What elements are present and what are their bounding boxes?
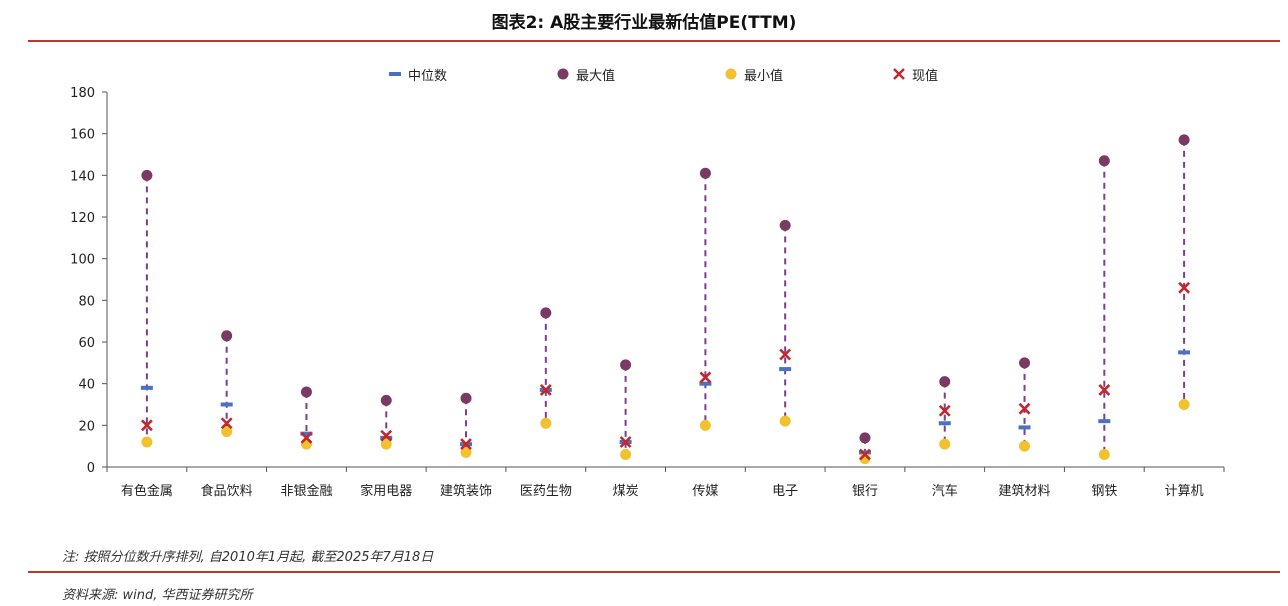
min-marker xyxy=(1019,440,1031,452)
chart-title: 图表2: A股主要行业最新估值PE(TTM) xyxy=(491,13,797,33)
legend: 中位数 最大值 最小值 现值 xyxy=(0,64,1288,84)
median-marker xyxy=(779,367,792,372)
legend-item-max: 最大值 xyxy=(556,64,615,84)
y-tick-label: 60 xyxy=(78,336,95,351)
median-marker xyxy=(380,435,393,440)
min-marker xyxy=(460,446,472,458)
median-marker xyxy=(858,450,871,455)
current-marker xyxy=(140,419,153,432)
current-marker xyxy=(699,371,712,384)
legend-label: 现值 xyxy=(912,68,939,84)
y-tick-label: 180 xyxy=(70,86,95,101)
y-tick-label: 100 xyxy=(70,253,95,268)
median-marker xyxy=(220,402,233,407)
max-marker xyxy=(1098,155,1110,167)
min-marker xyxy=(620,449,632,460)
median-marker xyxy=(699,381,712,386)
x-tick-label: 煤炭 xyxy=(613,484,639,499)
current-marker xyxy=(1018,402,1031,415)
min-marker xyxy=(141,436,153,448)
current-marker xyxy=(779,348,792,361)
x-tick-label: 食品饮料 xyxy=(201,483,253,499)
y-tick-label: 40 xyxy=(78,378,95,393)
median-marker xyxy=(938,421,951,426)
circle-icon xyxy=(724,67,738,81)
max-marker xyxy=(620,359,632,371)
current-marker xyxy=(938,404,951,417)
x-tick-label: 汽车 xyxy=(932,483,958,499)
current-marker xyxy=(859,448,871,461)
legend-item-median: 中位数 xyxy=(388,64,447,84)
current-marker xyxy=(1178,281,1191,294)
median-marker xyxy=(1018,425,1031,430)
max-marker xyxy=(1019,357,1031,369)
chart-source: 资料来源: wind, 华西证券研究所 xyxy=(62,588,253,603)
max-marker xyxy=(1178,134,1190,146)
max-marker xyxy=(380,394,392,406)
legend-item-current: 现值 xyxy=(892,64,938,84)
max-marker xyxy=(141,169,153,181)
footer-rule xyxy=(28,571,1280,573)
x-tick-label: 建筑装饰 xyxy=(440,483,492,499)
x-tick-label: 建筑材料 xyxy=(999,483,1051,499)
min-marker xyxy=(380,438,392,450)
min-marker xyxy=(779,415,791,427)
current-marker xyxy=(300,431,313,444)
x-tick-label: 有色金属 xyxy=(121,483,173,499)
x-tick-label: 传媒 xyxy=(692,484,718,499)
circle-icon xyxy=(556,67,570,81)
current-marker xyxy=(619,436,632,448)
y-tick-label: 80 xyxy=(78,294,95,309)
median-marker xyxy=(1178,350,1191,355)
dash-icon xyxy=(388,67,402,81)
median-marker xyxy=(140,385,153,390)
max-marker xyxy=(779,219,791,231)
max-marker xyxy=(300,386,312,398)
current-marker xyxy=(380,429,393,442)
min-marker xyxy=(1178,399,1190,410)
cross-icon xyxy=(892,67,906,81)
title-rule xyxy=(28,40,1280,42)
median-marker xyxy=(300,431,313,436)
chart-plot: 0 20 40 60 80 100 120 140 160 180 有色金属 食品饮料 非银金融 家用电器… xyxy=(70,86,1225,499)
legend-label: 最小值 xyxy=(744,68,784,84)
max-marker xyxy=(221,330,233,342)
chart-note: 注: 按照分位数升序排列, 自2010年1月起, 截至2025年7月18日 xyxy=(62,550,434,565)
x-tick-label: 电子 xyxy=(772,484,798,499)
max-marker xyxy=(939,376,951,388)
x-tick-label: 钢铁 xyxy=(1091,484,1117,499)
legend-item-min: 最小值 xyxy=(724,64,783,84)
x-tick-label: 计算机 xyxy=(1165,484,1204,499)
current-marker xyxy=(539,383,552,396)
x-tick-label: 医药生物 xyxy=(520,484,572,499)
y-tick-label: 160 xyxy=(70,128,95,143)
y-tick-label: 20 xyxy=(78,419,95,434)
x-tick-label: 家用电器 xyxy=(360,483,412,499)
min-marker xyxy=(221,426,233,438)
median-marker xyxy=(1098,419,1111,424)
max-marker xyxy=(460,392,472,404)
max-marker xyxy=(540,307,552,319)
min-marker xyxy=(540,417,552,429)
current-marker xyxy=(460,438,472,451)
y-tick-label: 140 xyxy=(70,169,95,184)
x-tick-label: 银行 xyxy=(852,484,878,499)
legend-label: 中位数 xyxy=(408,68,448,84)
current-marker xyxy=(220,417,233,430)
y-tick-label: 120 xyxy=(70,211,95,226)
max-marker xyxy=(859,432,871,444)
min-marker xyxy=(699,419,711,431)
x-tick-label: 非银金融 xyxy=(280,483,332,499)
max-marker xyxy=(699,167,711,179)
min-marker xyxy=(939,438,951,450)
legend-label: 最大值 xyxy=(576,68,616,84)
y-tick-label: 0 xyxy=(87,461,95,476)
current-marker xyxy=(1098,383,1111,396)
min-marker xyxy=(1098,449,1110,460)
